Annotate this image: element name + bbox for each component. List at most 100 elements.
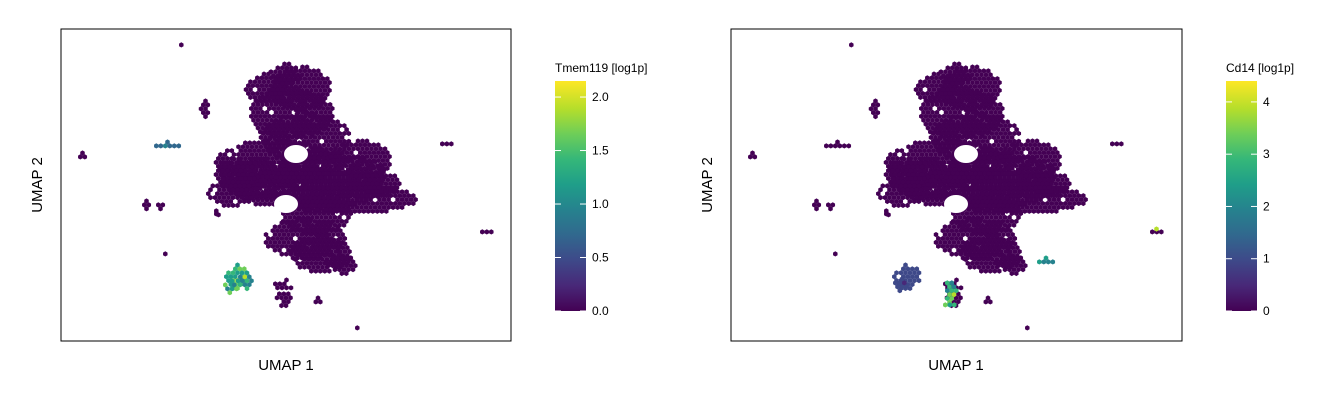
hexbin-cell: [317, 144, 322, 150]
hexbin-cell: [273, 189, 279, 195]
hexbin-cell: [327, 109, 333, 115]
hexbin-cell: [333, 161, 338, 167]
hexbin-cell: [307, 105, 313, 112]
hexbin-cell: [440, 141, 445, 147]
hexbin-cell: [348, 200, 353, 207]
hexbin-cell: [289, 73, 294, 79]
hexbin-cell: [377, 204, 382, 210]
hexbin-cell: [333, 241, 339, 247]
hexbin-cell: [358, 142, 363, 148]
hexbin-cell: [242, 191, 247, 197]
hexbin-cell: [226, 202, 231, 208]
hexbin-cell: [290, 210, 295, 217]
hexbin-cell: [964, 90, 969, 96]
hexbin-cell: [314, 167, 319, 173]
hexbin-cell: [255, 75, 260, 81]
hexbin-cell: [217, 195, 222, 201]
hexbin-cell: [303, 195, 309, 201]
hexbin-cell: [277, 232, 282, 238]
hexbin-cell: [304, 224, 309, 230]
hexbin-cell: [297, 249, 303, 255]
hexbin-cell: [315, 220, 321, 226]
hexbin-cell: [291, 77, 296, 83]
hexbin-cell: [307, 185, 313, 191]
hexbin-cell: [989, 123, 995, 129]
hexbin-cell: [233, 266, 238, 272]
hexbin-cell: [995, 91, 1000, 97]
hexbin-cell: [964, 134, 970, 140]
hexbin-cell: [370, 181, 375, 187]
hexbin-cell: [303, 170, 308, 177]
hexbin-cell: [968, 105, 974, 112]
hexbin-cell: [320, 220, 325, 226]
hexbin-cell: [1007, 123, 1013, 129]
hexbin-cell: [294, 163, 299, 169]
hexbin-cell: [248, 79, 253, 85]
hexbin-cell: [218, 172, 223, 178]
hexbin-cell: [962, 115, 968, 121]
hexbin-cell: [290, 232, 296, 238]
hexbin-cell: [295, 252, 301, 259]
hexbin-cell: [955, 98, 960, 104]
hexbin-cell: [953, 123, 959, 129]
hexbin-cell: [227, 164, 232, 170]
hexbin-cell: [363, 185, 368, 191]
hexbin-cell: [986, 76, 991, 82]
hexbin-cell: [326, 203, 331, 209]
hexbin-cell: [315, 115, 320, 121]
hexbin-cell: [273, 90, 278, 97]
hexbin-cell: [247, 168, 253, 174]
hexbin-cell: [321, 98, 326, 104]
hexbin-cell: [342, 161, 347, 167]
hexbin-cell: [320, 241, 325, 247]
hexbin-cell: [976, 123, 981, 129]
hexbin-cell: [988, 87, 993, 93]
hexbin-cell: [359, 204, 364, 210]
hexbin-cell: [249, 278, 254, 284]
hexbin-cell: [828, 143, 834, 149]
hexbin-cell: [969, 134, 974, 140]
hexbin-cell: [277, 247, 282, 253]
hexbin-cell: [240, 172, 246, 178]
hexbin-cell: [254, 144, 259, 150]
hexbin-cell: [339, 270, 345, 277]
hexbin-cell: [172, 143, 177, 149]
hexbin-cell: [281, 136, 286, 142]
colorbar-tick-label: 1.0: [592, 197, 609, 211]
hexbin-cell: [312, 155, 317, 161]
hexbin-cell: [971, 123, 977, 129]
hexbin-cell: [258, 170, 263, 176]
hexbin-cell: [380, 165, 386, 171]
hexbin-cell: [359, 189, 364, 195]
hexbin-cell: [302, 220, 307, 226]
hexbin-cell: [385, 157, 390, 164]
hexbin-cell: [267, 144, 273, 150]
hexbin-cell: [364, 161, 370, 167]
hexbin-cell: [1003, 130, 1008, 137]
hexbin-cell: [225, 160, 230, 166]
hexbin-cell: [381, 169, 386, 175]
hexbin-cell: [337, 251, 342, 257]
hexbin-cell: [286, 77, 292, 83]
hexbin-cell: [299, 232, 305, 238]
hexbin-cell: [306, 123, 311, 129]
hexbin-cell: [314, 207, 320, 213]
hexbin-cell: [326, 195, 331, 201]
hexbin-cell: [306, 140, 311, 146]
hexbin-cell: [992, 87, 998, 93]
hexbin-cell: [305, 94, 310, 100]
hexbin-cell: [944, 130, 950, 137]
hexbin-cell: [317, 210, 322, 217]
hexbin-cell: [270, 140, 275, 146]
hexbin-cell: [312, 144, 318, 150]
hexbin-cell: [258, 121, 263, 127]
hexbin-cell: [236, 144, 241, 150]
hexbin-cell: [1159, 229, 1164, 235]
hexbin-cell: [997, 87, 1002, 93]
hexbin-cell: [163, 143, 168, 149]
hexbin-cell: [977, 105, 983, 112]
hexbin-cell: [267, 152, 273, 158]
hexbin-cell: [357, 200, 362, 207]
hexbin-cell: [379, 208, 385, 214]
hexbin-cell: [340, 150, 345, 156]
